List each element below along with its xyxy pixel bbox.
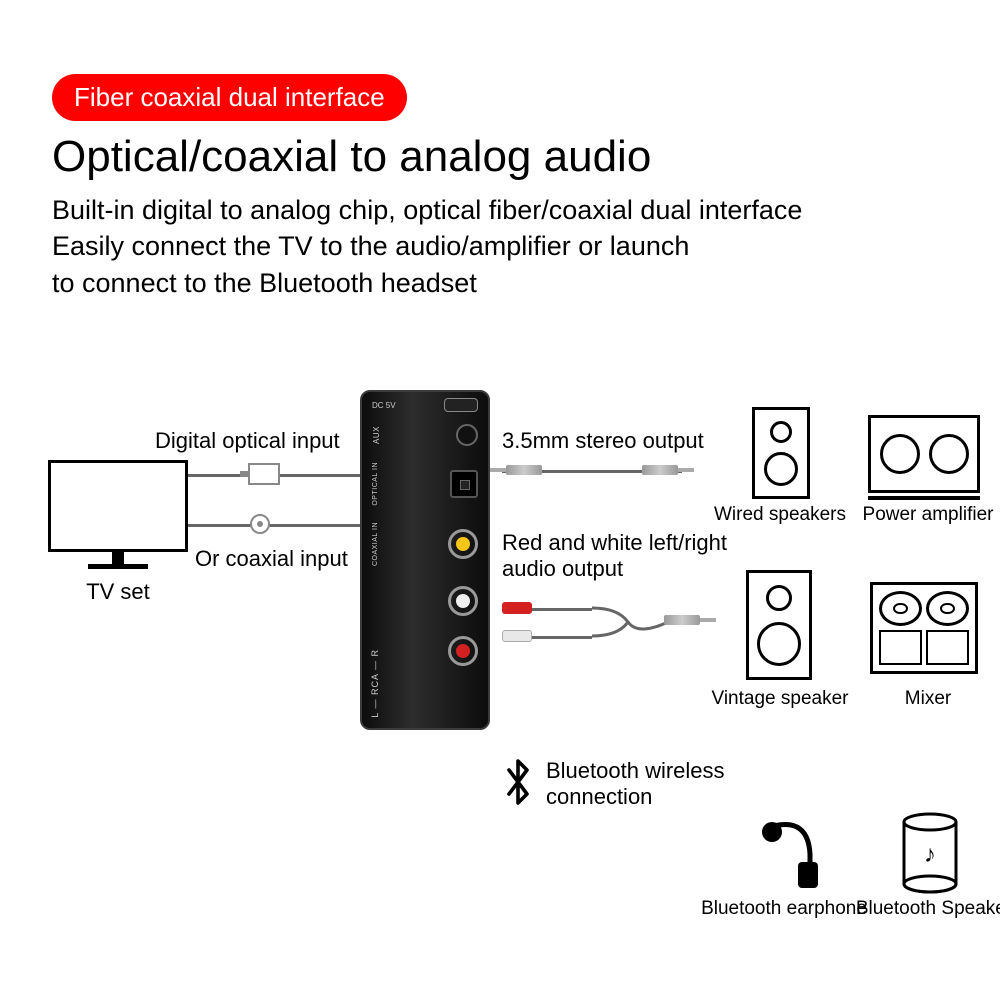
svg-text:♪: ♪: [924, 841, 936, 868]
page-title: Optical/coaxial to analog audio: [52, 132, 651, 182]
bluetooth-icon: [500, 758, 536, 816]
converter-device: DC 5V AUX OPTICAL IN COAXIAL IN L — RCA …: [360, 390, 490, 730]
label-dc5v: DC 5V: [372, 401, 396, 410]
usb-port-icon: [444, 398, 478, 412]
label-stereo-output: 3.5mm stereo output: [502, 428, 704, 454]
badge-text: Fiber coaxial dual interface: [74, 82, 385, 112]
tv-set-label: TV set: [48, 579, 188, 605]
bluetooth-speaker-icon: ♪: [900, 812, 960, 901]
label-vintage-speaker: Vintage speaker: [700, 688, 860, 710]
rca-plug-red-icon: [502, 602, 532, 614]
label-rca-output: Red and white left/right audio output: [502, 530, 727, 583]
port-rca-red: [362, 622, 488, 672]
bluetooth-earphone-icon: [754, 820, 818, 897]
label-rca: L — RCA — R: [370, 649, 380, 718]
optical-plug-icon: [248, 463, 280, 485]
cable-rca-red: [532, 608, 592, 611]
label-bluetooth-line1: Bluetooth wireless: [546, 758, 725, 784]
mixer-icon: [870, 582, 978, 674]
label-optical-in: OPTICAL IN: [372, 462, 379, 506]
label-rca-output-line2: audio output: [502, 556, 727, 582]
optical-port-icon: [450, 470, 478, 498]
label-digital-optical-input: Digital optical input: [155, 428, 340, 454]
label-coaxial-in: COAXIAL IN: [372, 522, 379, 566]
label-power-amplifier: Power amplifier: [848, 504, 1000, 526]
desc-line-1: Built-in digital to analog chip, optical…: [52, 192, 802, 228]
coaxial-rca-icon: [448, 529, 478, 559]
y-cable-merge: [588, 600, 698, 650]
label-mixer: Mixer: [848, 688, 1000, 710]
label-bluetooth-speaker: Bluetooth Speaker: [844, 898, 1000, 920]
desc-line-2: Easily connect the TV to the audio/ampli…: [52, 228, 802, 264]
vintage-speaker-icon: [746, 570, 812, 680]
tv-base: [88, 564, 148, 569]
label-bluetooth-line2: connection: [546, 784, 725, 810]
tv-stand: [112, 552, 124, 564]
label-bluetooth: Bluetooth wireless connection: [546, 758, 725, 811]
wired-speakers-icon: [752, 407, 810, 499]
jack-right-icon: [642, 465, 678, 475]
rca-plug-white-icon: [502, 630, 532, 642]
label-rca-output-line1: Red and white left/right: [502, 530, 727, 556]
jack-left-icon: [506, 465, 542, 475]
tv-screen: [48, 460, 188, 552]
port-aux: AUX: [362, 418, 488, 452]
port-rca-white: [362, 572, 488, 622]
label-aux: AUX: [372, 426, 381, 444]
label-wired-speakers: Wired speakers: [700, 504, 860, 526]
cable-coaxial: [188, 524, 360, 527]
port-coaxial: COAXIAL IN: [362, 512, 488, 572]
port-optical: OPTICAL IN: [362, 452, 488, 512]
jack-y-end-icon: [664, 615, 700, 625]
rca-red-icon: [448, 636, 478, 666]
power-amplifier-icon: [868, 415, 980, 493]
aux-jack-icon: [456, 424, 478, 446]
tv-set-icon: TV set: [48, 460, 188, 605]
label-or-coaxial-input: Or coaxial input: [195, 546, 348, 572]
coaxial-plug-icon: [250, 514, 270, 534]
rca-white-icon: [448, 586, 478, 616]
desc-line-3: to connect to the Bluetooth headset: [52, 265, 802, 301]
port-dc5v: DC 5V: [362, 392, 488, 418]
cable-rca-white: [532, 636, 592, 639]
page-description: Built-in digital to analog chip, optical…: [52, 192, 802, 301]
badge-pill: Fiber coaxial dual interface: [52, 74, 407, 121]
amp-base: [868, 496, 980, 500]
